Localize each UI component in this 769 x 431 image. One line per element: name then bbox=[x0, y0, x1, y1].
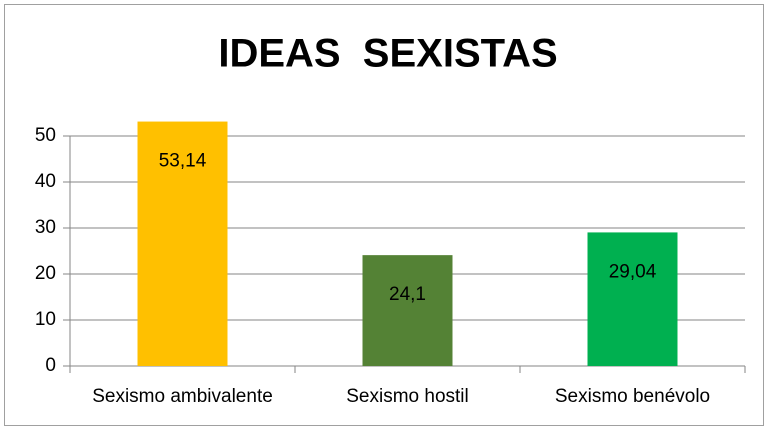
bar bbox=[362, 255, 453, 366]
data-label: 29,04 bbox=[609, 261, 657, 282]
x-tick-label: Sexismo hostil bbox=[346, 386, 469, 407]
y-tick-label: 50 bbox=[35, 125, 56, 146]
bar bbox=[137, 121, 228, 366]
x-tick-label: Sexismo benévolo bbox=[555, 386, 710, 407]
y-tick-label: 20 bbox=[35, 263, 56, 284]
data-label: 53,14 bbox=[159, 151, 207, 172]
bar bbox=[587, 232, 678, 366]
y-tick-label: 0 bbox=[45, 355, 56, 376]
data-label: 24,1 bbox=[389, 284, 426, 305]
y-tick-label: 10 bbox=[35, 309, 56, 330]
y-tick-label: 30 bbox=[35, 217, 56, 238]
x-tick-label: Sexismo ambivalente bbox=[92, 386, 273, 407]
y-tick-label: 40 bbox=[35, 171, 56, 192]
chart-title: IDEAS SEXISTAS bbox=[218, 32, 557, 76]
